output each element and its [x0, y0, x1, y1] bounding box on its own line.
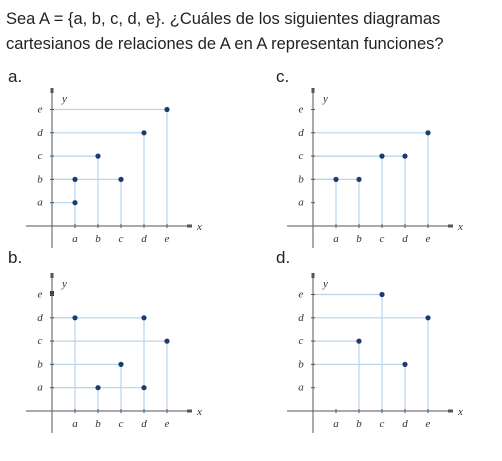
y-tick-label: b — [37, 358, 43, 370]
axis-end — [50, 273, 54, 278]
axis-end — [448, 224, 453, 228]
x-tick-label: a — [72, 418, 78, 430]
y-tick-label: e — [38, 104, 43, 116]
point — [379, 291, 385, 298]
x-tick-label: c — [119, 418, 124, 430]
x-tick-label: e — [165, 418, 170, 430]
axis-end — [187, 409, 192, 413]
point — [72, 200, 78, 206]
y-axis-label: y — [322, 93, 328, 105]
diagram-label: c. — [276, 67, 289, 86]
x-tick-label: e — [426, 418, 431, 430]
point — [141, 385, 147, 391]
x-tick-label: d — [402, 418, 408, 430]
x-tick-label: c — [380, 233, 385, 245]
y-tick-label: b — [298, 173, 304, 185]
point — [402, 361, 408, 367]
x-tick-label: a — [72, 233, 78, 245]
y-axis-label: y — [322, 278, 328, 290]
point — [141, 130, 147, 136]
x-axis-label: x — [196, 221, 202, 233]
point — [141, 315, 147, 321]
diagram-label: d. — [276, 248, 290, 267]
y-axis-label: y — [61, 93, 67, 105]
axis-end — [311, 273, 315, 278]
diagram-label: b. — [8, 248, 22, 267]
x-tick-label: c — [380, 418, 385, 430]
x-tick-label: c — [119, 233, 124, 245]
x-tick-label: b — [356, 418, 362, 430]
y-tick-label: a — [298, 382, 304, 394]
x-tick-label: e — [165, 233, 170, 245]
x-tick-label: b — [95, 233, 101, 245]
point — [164, 338, 170, 344]
y-tick-label: e — [299, 289, 304, 301]
point — [72, 315, 78, 321]
axis-end — [50, 88, 54, 93]
y-tick-label: c — [38, 335, 43, 347]
point — [356, 338, 362, 344]
x-tick-label: d — [141, 233, 147, 245]
y-tick-label: c — [299, 150, 304, 162]
point — [333, 176, 339, 182]
point — [95, 153, 101, 159]
y-tick-label: b — [298, 358, 304, 370]
x-tick-label: a — [333, 233, 339, 245]
y-tick-label: e — [299, 104, 304, 116]
point — [118, 361, 124, 367]
x-tick-label: b — [95, 418, 101, 430]
question-line: cartesianos de relaciones de A en A repr… — [6, 35, 444, 53]
point — [425, 130, 431, 136]
point — [402, 153, 408, 159]
y-tick-label: c — [38, 150, 43, 162]
y-tick-label: a — [298, 197, 304, 209]
x-tick-label: d — [141, 418, 147, 430]
y-tick-label: c — [299, 335, 304, 347]
y-tick-label: d — [37, 127, 43, 139]
diagram-label: a. — [8, 67, 22, 86]
x-tick-label: d — [402, 233, 408, 245]
y-tick-label: a — [37, 197, 43, 209]
axis-end — [448, 409, 453, 413]
y-tick-label: d — [37, 312, 43, 324]
x-axis-label: x — [196, 406, 202, 418]
y-tick-label: e — [38, 289, 43, 301]
point — [95, 385, 101, 391]
point — [164, 106, 170, 113]
x-tick-label: b — [356, 233, 362, 245]
x-tick-label: e — [426, 233, 431, 245]
y-axis-label: y — [61, 278, 67, 290]
point — [72, 176, 78, 182]
question-line: Sea A = {a, b, c, d, e}. ¿Cuáles de los … — [6, 10, 440, 28]
axis-end — [187, 224, 192, 228]
point — [356, 176, 362, 182]
y-tick-label: d — [298, 127, 304, 139]
x-axis-label: x — [457, 221, 463, 233]
axis-end — [311, 88, 315, 93]
point — [118, 176, 124, 182]
x-tick-label: a — [333, 418, 339, 430]
point — [379, 153, 385, 159]
x-axis-label: x — [457, 406, 463, 418]
y-tick-label: a — [37, 382, 43, 394]
y-tick-label: b — [37, 173, 43, 185]
point — [425, 315, 431, 321]
y-tick-label: d — [298, 312, 304, 324]
